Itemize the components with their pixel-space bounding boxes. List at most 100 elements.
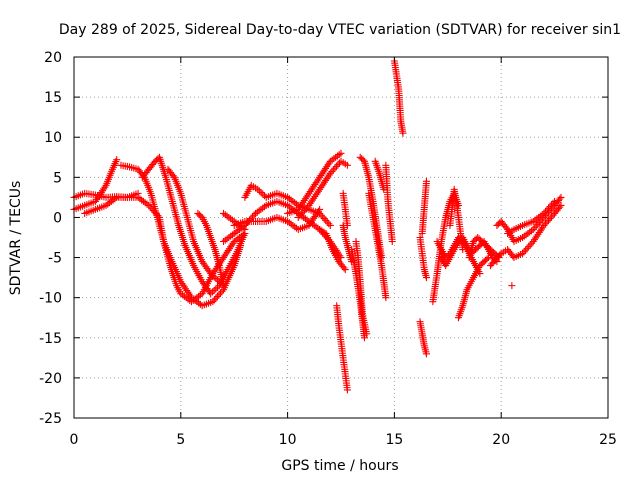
data-point [332,162,340,170]
data-point [298,200,306,208]
data-point [185,290,193,298]
data-point [312,191,320,199]
data-point [532,222,540,230]
data-point [320,178,328,186]
data-point [543,206,551,214]
data-point [299,198,307,206]
data-point [312,179,320,187]
data-point [316,209,324,217]
data-point [207,290,215,298]
x-tick-label: 5 [176,432,185,448]
data-point [320,166,328,174]
data-point [250,211,258,219]
data-point [526,228,534,236]
data-point [221,211,229,219]
y-tick-label: -20 [39,371,62,387]
x-tick-label: 15 [385,432,403,448]
data-point [230,238,238,246]
data-point [236,221,244,229]
data-point [319,180,327,188]
data-point [535,219,543,227]
y-tick-label: -25 [39,411,62,427]
plot-frame [73,56,609,419]
data-point [322,216,330,224]
data-point [284,217,292,225]
data-point [543,218,551,226]
data-point [530,236,538,244]
data-point [483,255,491,263]
data-point [548,201,556,209]
data-point [254,185,262,193]
data-point [306,220,314,228]
data-point [225,213,233,221]
data-point [228,216,236,224]
data-point [307,218,315,226]
data-point [177,290,185,298]
data-point [297,210,305,218]
data-point [210,273,218,281]
data-point [459,246,467,254]
data-point [317,184,325,192]
data-point [111,195,119,203]
data-point [297,202,305,210]
data-point [333,152,341,160]
data-point [230,229,238,237]
axis-ticks [73,56,609,419]
data-point [318,182,326,190]
data-point [109,196,117,204]
data-point [294,205,302,213]
data-point [97,188,105,196]
data-point [363,330,371,338]
data-point [529,238,537,246]
data-point [532,234,540,242]
data-point [309,196,317,204]
data-point [223,212,231,220]
data-point [519,234,527,241]
data-point [227,232,235,240]
data-point [520,232,528,240]
data-point [538,211,546,219]
data-point [303,193,311,201]
data-point [502,224,510,232]
data-point [300,207,308,215]
data-point [341,266,349,274]
data-point [305,189,313,197]
data-point [255,207,263,215]
data-point [508,282,516,290]
data-point [531,216,539,224]
data-point [210,286,218,294]
data-point [221,236,229,244]
data-point [299,208,307,216]
data-point [544,216,552,224]
data-point [187,298,195,306]
data-point [179,281,187,289]
data-point [314,175,322,183]
data-point [316,173,324,181]
data-point [229,239,237,247]
data-point [536,227,544,235]
data-point [335,151,343,159]
data-point [496,251,504,259]
data-point [526,241,534,249]
data-point [310,182,318,190]
data-point [259,190,267,198]
data-point [525,243,533,251]
data-point [524,229,532,237]
data-point [191,295,199,303]
data-point [534,230,542,238]
data-point [223,235,231,243]
data-point [220,209,228,217]
data-point [225,245,233,253]
data-point [136,195,144,203]
data-point [306,188,314,196]
data-point [205,268,213,276]
data-point [535,213,543,221]
data-point [249,213,257,221]
data-point [252,209,260,217]
data-point [522,231,530,239]
data-point [541,208,549,216]
data-point [285,219,293,227]
data-point [330,155,338,163]
data-point [535,229,543,237]
data-point [184,288,192,296]
